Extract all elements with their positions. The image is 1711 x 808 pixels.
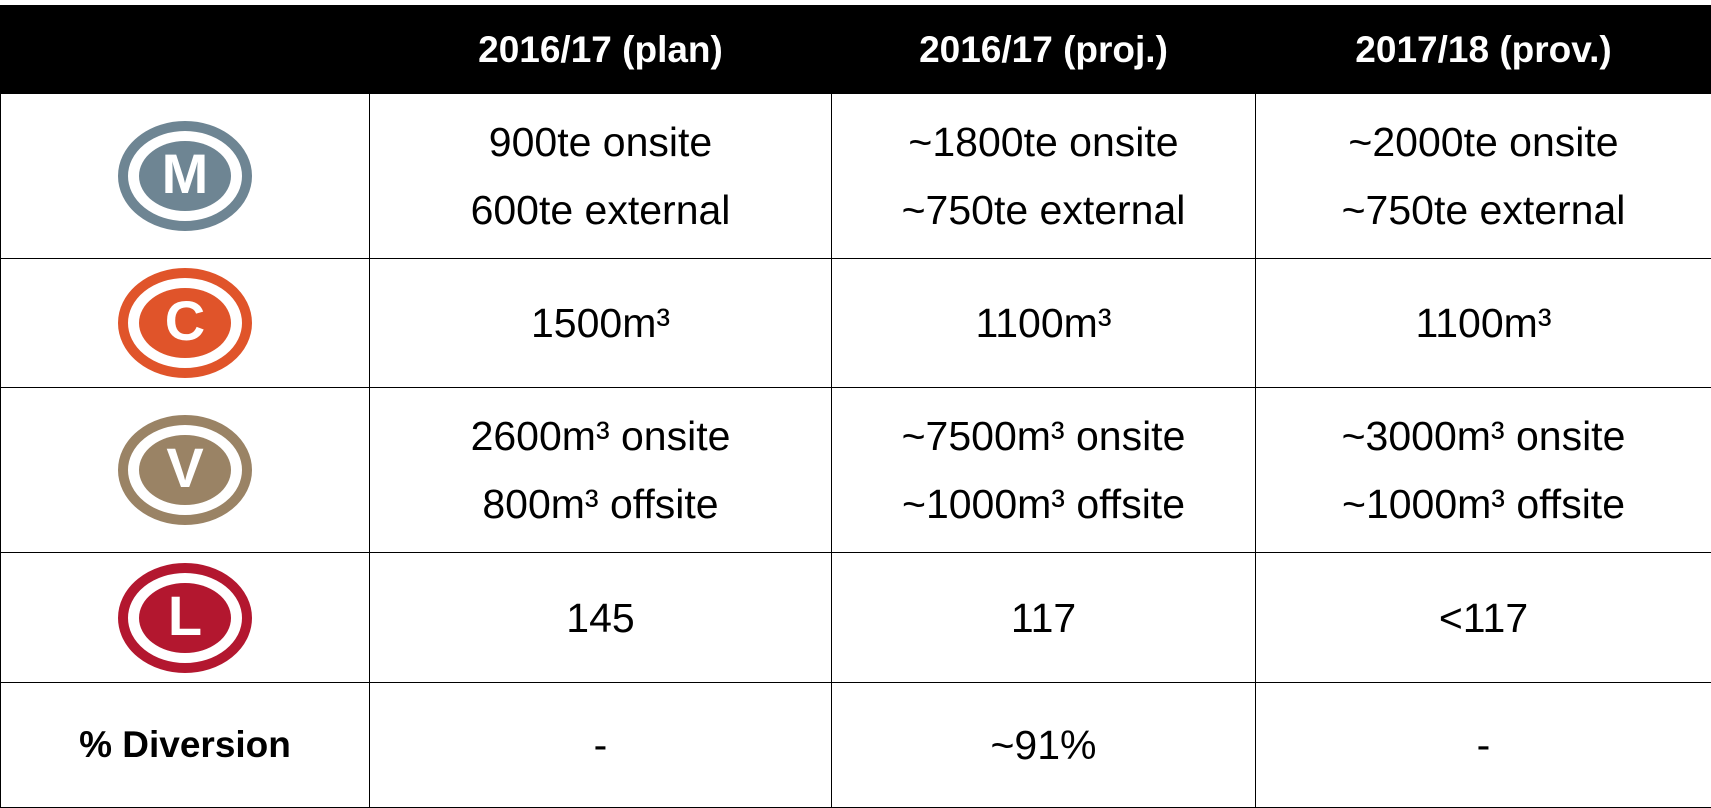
cell-text: 600te external — [470, 187, 731, 233]
header-text: 2017/18 (prov.) — [1355, 28, 1612, 70]
cell-text: ~7500m³ onsite — [901, 413, 1186, 459]
icon-fill — [139, 141, 231, 211]
cell-text: 1100m³ — [1415, 300, 1552, 346]
row-label: % Diversion — [79, 724, 291, 765]
data-cell: - — [1255, 682, 1711, 808]
header-cell: 2016/17 (proj.) — [831, 5, 1256, 94]
data-cell: - — [369, 682, 832, 808]
cell-text: ~3000m³ onsite — [1341, 413, 1626, 459]
icon-ring — [118, 268, 252, 378]
data-cell: ~7500m³ onsite ~1000m³ offsite — [831, 387, 1256, 553]
cell-text: ~1000m³ offsite — [902, 481, 1185, 527]
data-cell: ~2000te onsite ~750te external — [1255, 93, 1711, 259]
cell-text: <117 — [1438, 594, 1529, 641]
row-label-cell: C — [0, 258, 370, 388]
icon: C — [118, 268, 252, 378]
cell-text: - — [593, 722, 608, 768]
cell-text: ~91% — [990, 722, 1097, 768]
cell-text: 900te onsite — [488, 119, 713, 165]
cell-text: - — [1476, 722, 1491, 768]
icon-fill — [139, 435, 231, 505]
header-cell: 2016/17 (plan) — [369, 5, 832, 94]
cell-text: 145 — [566, 594, 635, 641]
row-label-cell: V — [0, 387, 370, 553]
icon: V — [118, 415, 252, 525]
cell-text: ~750te external — [901, 187, 1186, 233]
header-cell — [0, 5, 370, 94]
cell-text: 1500m³ — [530, 300, 670, 346]
header-text: 2016/17 (plan) — [478, 28, 723, 70]
cell-text: ~1000m³ offsite — [1342, 481, 1625, 527]
cell-text: 800m³ offsite — [482, 481, 719, 527]
cell-text: 1100m³ — [975, 300, 1112, 346]
icon-fill — [139, 288, 231, 358]
row-label-cell: L — [0, 552, 370, 683]
data-cell: 1100m³ — [1255, 258, 1711, 388]
data-cell: 117 — [831, 552, 1256, 683]
data-cell: ~91% — [831, 682, 1256, 808]
header-cell: 2017/18 (prov.) — [1255, 5, 1711, 94]
cell-text: 117 — [1010, 594, 1077, 641]
row-label-cell: % Diversion — [0, 682, 370, 808]
cell-text: ~1800te onsite — [908, 119, 1179, 165]
cell-text: ~750te external — [1341, 187, 1626, 233]
data-cell: 900te onsite 600te external — [369, 93, 832, 259]
header-text: 2016/17 (proj.) — [919, 28, 1168, 70]
data-cell: ~3000m³ onsite ~1000m³ offsite — [1255, 387, 1711, 553]
data-cell: 2600m³ onsite 800m³ offsite — [369, 387, 832, 553]
icon: M — [118, 121, 252, 231]
icon-letter: L — [168, 583, 202, 646]
icon-ring — [118, 415, 252, 525]
data-cell: ~1800te onsite ~750te external — [831, 93, 1256, 259]
row-label-cell: M — [0, 93, 370, 259]
data-cell: 1500m³ — [369, 258, 832, 388]
data-cell: 1100m³ — [831, 258, 1256, 388]
data-cell: <117 — [1255, 552, 1711, 683]
icon-letter: M — [162, 142, 209, 205]
icon-letter: V — [166, 436, 203, 499]
icon-fill — [139, 582, 231, 653]
cell-text: ~2000te onsite — [1348, 119, 1619, 165]
icon-letter: C — [165, 289, 205, 352]
icon-ring — [118, 121, 252, 231]
cell-text: 2600m³ onsite — [470, 413, 731, 459]
icon-ring — [118, 562, 252, 673]
data-cell: 145 — [369, 552, 832, 683]
icon: L — [118, 562, 252, 673]
